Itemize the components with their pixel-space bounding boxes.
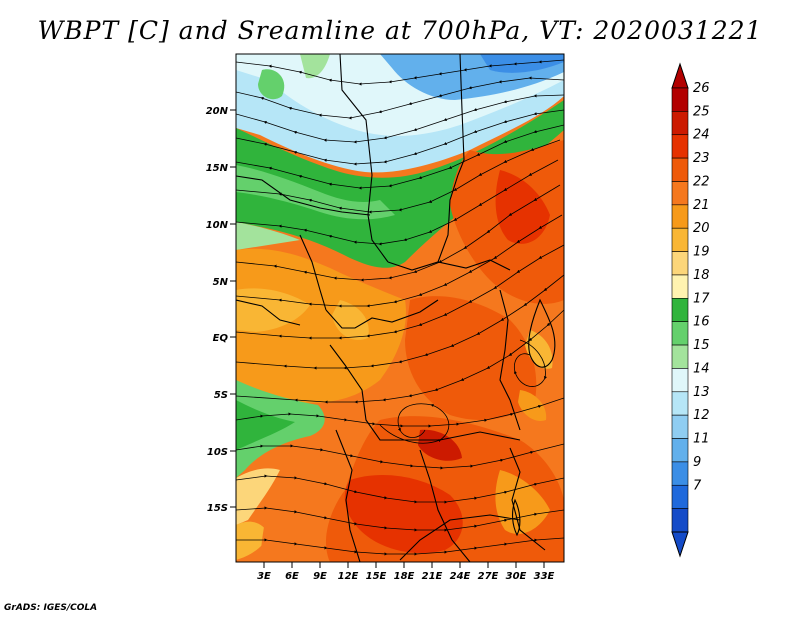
- colorbar-swatch: [671, 274, 689, 299]
- streamlines: [236, 59, 564, 556]
- colorbar-label: 13: [693, 385, 710, 400]
- colorbar-label: 7: [693, 478, 702, 493]
- colorbar-swatch: [671, 321, 689, 346]
- colorbar-swatch: [671, 251, 689, 276]
- lat-label: 20N: [206, 106, 229, 117]
- chart-title: WBPT [C] and Sreamline at 700hPa, VT: 20…: [37, 16, 763, 45]
- lat-label: EQ: [213, 333, 229, 344]
- lat-label: 10N: [206, 220, 229, 231]
- colorbar-label: 18: [693, 268, 710, 283]
- colorbar: 26 25 24 23 22 21 20 19 18 17 16 15 14 13 12 11 9 7: [671, 62, 710, 558]
- lon-label: 18E: [394, 571, 415, 582]
- colorbar-swatch: [671, 298, 689, 322]
- wbpt-field: [236, 54, 564, 562]
- lat-label: 10S: [207, 447, 228, 458]
- lon-label: 6E: [285, 571, 299, 582]
- colorbar-label: 16: [693, 315, 710, 330]
- map-frame: [235, 53, 565, 563]
- colorbar-swatch: [671, 157, 689, 182]
- colorbar-swatch: [671, 204, 689, 229]
- colorbar-swatch: [671, 484, 689, 509]
- lat-label: 5N: [213, 277, 229, 288]
- colorbar-label: 11: [693, 432, 710, 447]
- colorbar-label: 14: [693, 361, 710, 376]
- colorbar-label: 23: [693, 151, 710, 166]
- lon-label: 27E: [478, 571, 499, 582]
- colorbar-label: 17: [693, 291, 710, 306]
- lon-label: 33E: [534, 571, 555, 582]
- colorbar-label: 26: [693, 81, 710, 96]
- colorbar-label: 24: [693, 128, 710, 143]
- colorbar-swatch: [671, 414, 689, 439]
- colorbar-label: 12: [693, 408, 710, 423]
- lon-label: 15E: [366, 571, 387, 582]
- colorbar-swatch: [671, 461, 689, 486]
- colorbar-swatch: [671, 438, 689, 463]
- colorbar-swatch: [671, 368, 689, 393]
- lon-label: 3E: [257, 571, 271, 582]
- lon-label: 24E: [450, 571, 471, 582]
- lon-label: 12E: [338, 571, 359, 582]
- colorbar-label: 21: [693, 198, 710, 213]
- colorbar-arrow-bottom: [671, 531, 689, 558]
- lat-label: 5S: [214, 390, 228, 401]
- colorbar-label: 15: [693, 338, 710, 353]
- longitude-axis: 3E 6E 9E 12E 15E 18E 21E 24E 27E 30E 33E: [257, 562, 555, 582]
- grads-credit: GrADS: IGES/COLA: [4, 603, 98, 613]
- colorbar-swatch: [671, 87, 689, 112]
- colorbar-swatch: [671, 508, 689, 533]
- colorbar-label: 25: [693, 104, 710, 119]
- colorbar-arrow-top: [671, 62, 689, 89]
- colorbar-label: 20: [693, 221, 710, 236]
- lon-label: 21E: [422, 571, 443, 582]
- colorbar-swatch: [671, 111, 689, 136]
- lat-label: 15N: [206, 163, 229, 174]
- colorbar-label: 9: [693, 455, 701, 470]
- latitude-axis: 20N 15N 10N 5N EQ 5S 10S 15S: [206, 106, 236, 514]
- colorbar-swatch: [671, 391, 689, 416]
- colorbar-swatch: [671, 344, 689, 369]
- lat-label: 15S: [207, 503, 228, 514]
- colorbar-swatch: [671, 227, 689, 252]
- lon-label: 30E: [506, 571, 527, 582]
- colorbar-swatch: [671, 134, 689, 159]
- colorbar-label: 19: [693, 245, 710, 260]
- colorbar-label: 22: [693, 174, 710, 189]
- colorbar-swatch: [671, 181, 689, 206]
- lon-label: 9E: [313, 571, 327, 582]
